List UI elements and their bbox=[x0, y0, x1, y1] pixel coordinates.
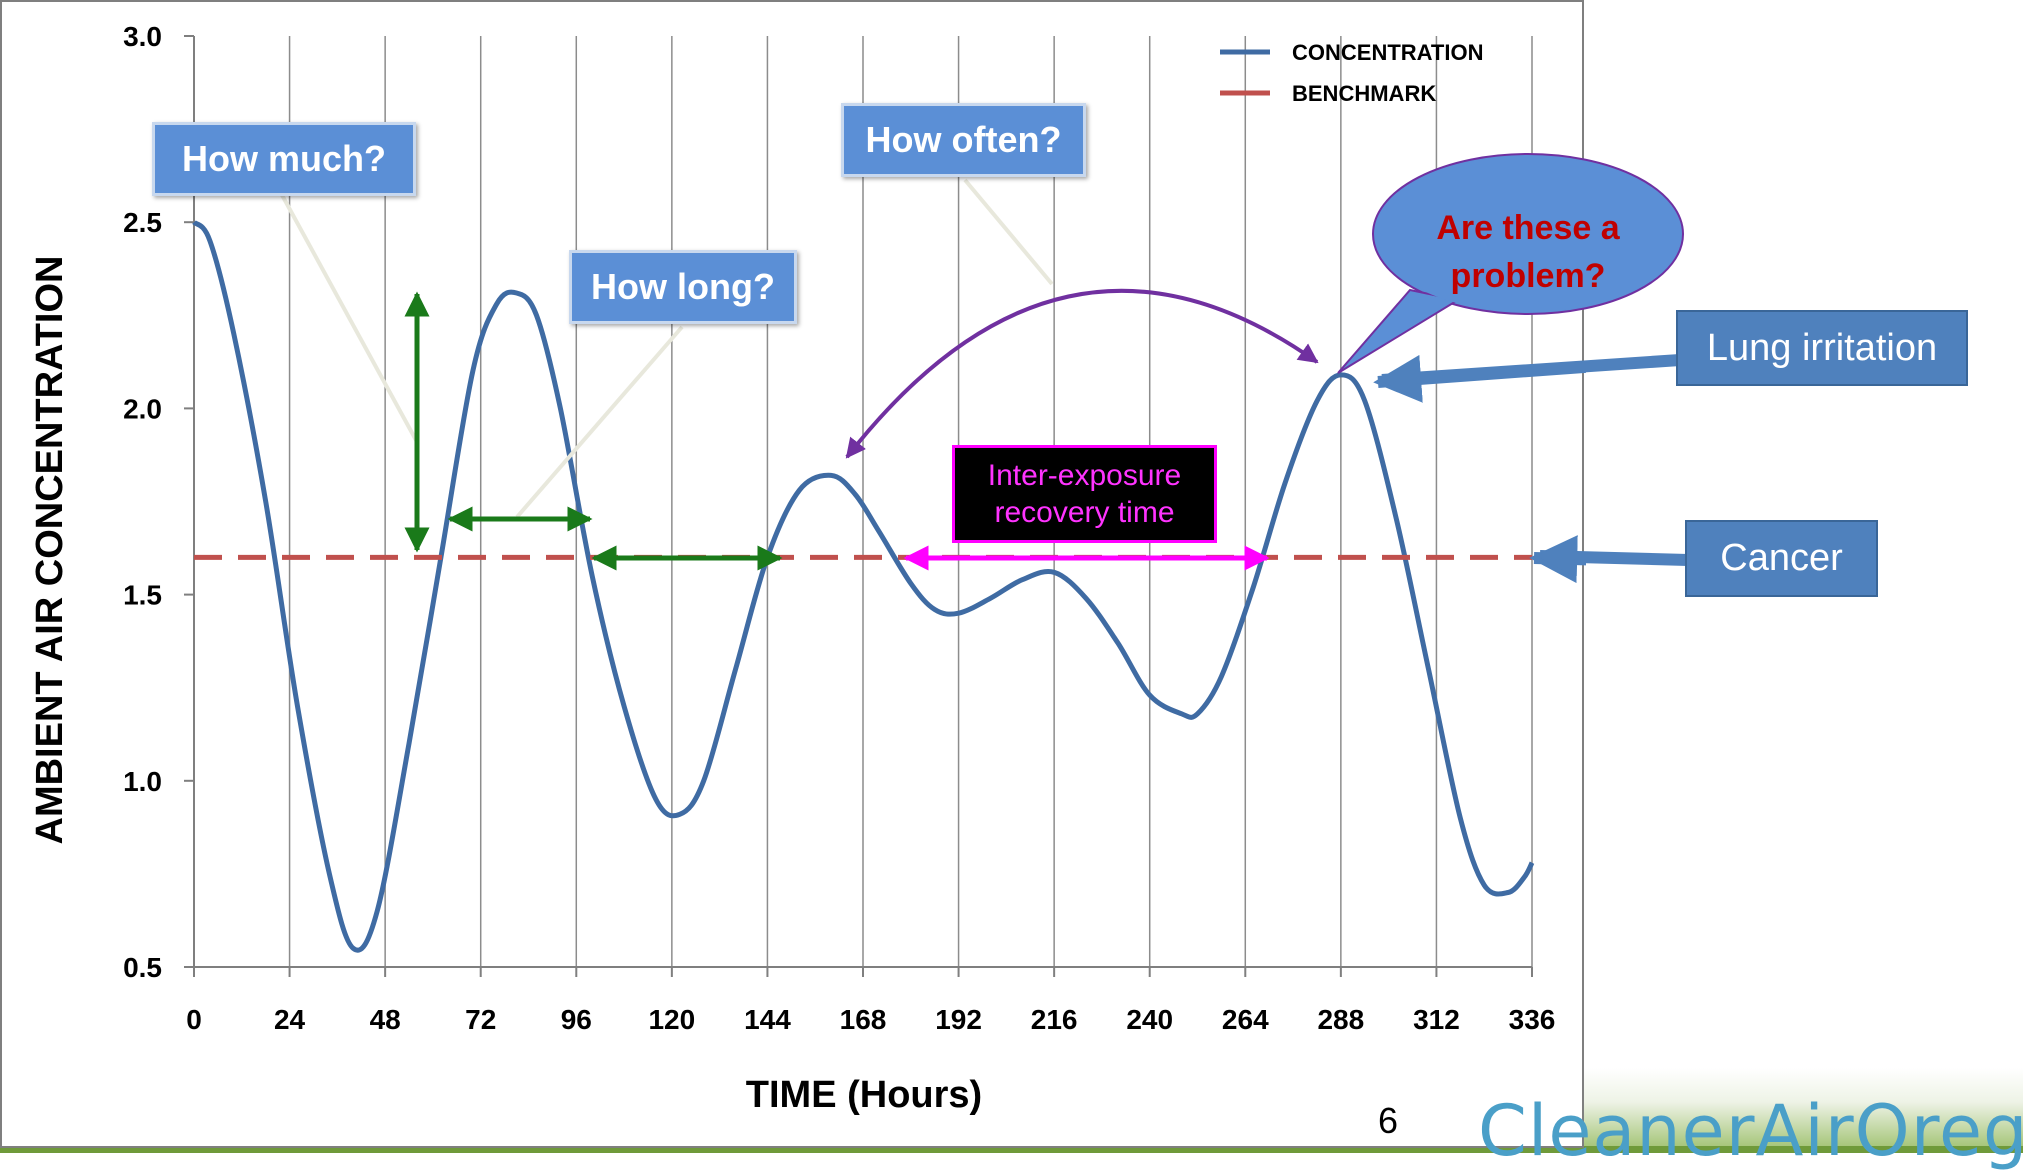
problem-bubble-line-2: problem? bbox=[1450, 257, 1606, 295]
y-tick-label: 2.5 bbox=[123, 207, 162, 238]
problem-bubble-text: Are these a problem? bbox=[1388, 198, 1668, 308]
x-tick-label: 312 bbox=[1413, 1004, 1460, 1035]
x-tick-label: 0 bbox=[186, 1004, 202, 1035]
how-long-callout: How long? bbox=[569, 250, 797, 324]
legend-label-benchmark: BENCHMARK bbox=[1292, 81, 1436, 106]
y-tick-label: 3.0 bbox=[123, 21, 162, 52]
y-axis-title: AMBIENT AIR CONCENTRATION bbox=[29, 256, 71, 845]
cancer-pointer-arrow bbox=[1529, 535, 1586, 584]
cancer-box: Cancer bbox=[1685, 520, 1878, 597]
x-tick-label: 72 bbox=[465, 1004, 496, 1035]
x-tick-label: 192 bbox=[935, 1004, 982, 1035]
recovery-label-line-1: Inter-exposure bbox=[987, 458, 1182, 492]
legend-label-concentration: CONCENTRATION bbox=[1292, 40, 1483, 65]
leader-how-often bbox=[963, 178, 1054, 286]
x-tick-label: 96 bbox=[561, 1004, 592, 1035]
annotation-leader-lines bbox=[280, 178, 1054, 519]
y-tick-label: 2.0 bbox=[123, 393, 162, 424]
y-tick-label: 1.5 bbox=[123, 580, 162, 611]
y-tick-label: 1.0 bbox=[123, 766, 162, 797]
recovery-time-label: Inter-exposure recovery time bbox=[952, 445, 1217, 543]
slide-footer-line bbox=[0, 1146, 2023, 1153]
problem-bubble-line-1: Are these a bbox=[1436, 209, 1620, 248]
x-tick-label: 288 bbox=[1317, 1004, 1364, 1035]
chart-svg: 0 24 48 72 96 120 144 168 192 216 240 264 288 312 336 0… bbox=[29, 21, 1586, 1116]
x-tick-label: 144 bbox=[744, 1004, 791, 1035]
x-tick-label: 168 bbox=[840, 1004, 887, 1035]
x-tick-label: 264 bbox=[1222, 1004, 1269, 1035]
x-tick-label: 336 bbox=[1509, 1004, 1556, 1035]
x-axis-title: TIME (Hours) bbox=[746, 1074, 982, 1116]
x-tick-label: 120 bbox=[648, 1004, 695, 1035]
leader-how-long bbox=[515, 325, 684, 519]
x-tick-label: 240 bbox=[1126, 1004, 1173, 1035]
x-tick-label: 24 bbox=[274, 1004, 306, 1035]
y-tick-label: 0.5 bbox=[123, 952, 162, 983]
recovery-label-line-2: recovery time bbox=[994, 496, 1175, 529]
x-tick-label: 216 bbox=[1031, 1004, 1078, 1035]
x-tick-label: 48 bbox=[370, 1004, 401, 1035]
lung-irritation-box: Lung irritation bbox=[1676, 310, 1968, 386]
lung-pointer-arrow bbox=[1373, 354, 1586, 403]
leader-how-much bbox=[280, 194, 419, 443]
how-often-curved-arrow bbox=[845, 288, 1319, 459]
page-number: 6 bbox=[1378, 1100, 1399, 1141]
cleaner-air-oregon-logo: CleanerAirOregon bbox=[1478, 1090, 2023, 1172]
series-concentration-line bbox=[192, 220, 1535, 953]
how-often-callout: How often? bbox=[841, 103, 1086, 177]
series bbox=[192, 220, 1535, 953]
legend: CONCENTRATION BENCHMARK bbox=[1220, 40, 1483, 106]
how-much-callout: How much? bbox=[152, 122, 416, 196]
